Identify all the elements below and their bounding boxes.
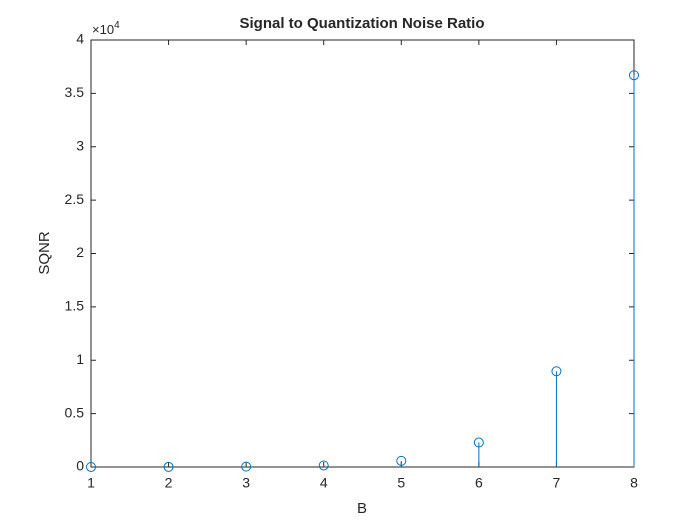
y-tick-label: 2.5 bbox=[65, 191, 85, 207]
stem-marker bbox=[396, 455, 407, 466]
x-tick-label: 7 bbox=[553, 475, 561, 491]
stem-marker bbox=[86, 461, 96, 472]
y-tick-label: 0.5 bbox=[65, 404, 85, 420]
y-tick-label: 1.5 bbox=[65, 298, 85, 314]
x-tick-label: 1 bbox=[87, 475, 95, 491]
stem-marker bbox=[163, 461, 174, 472]
x-tick-label: 8 bbox=[630, 475, 638, 491]
chart-title: Signal to Quantization Noise Ratio bbox=[239, 15, 484, 32]
x-tick-label: 5 bbox=[397, 475, 405, 491]
x-tick-label: 4 bbox=[320, 475, 328, 491]
y-tick-label: 2 bbox=[76, 244, 84, 260]
y-tick-label: 3 bbox=[76, 137, 84, 153]
y-tick-label: 0 bbox=[76, 458, 84, 474]
y-exponent: ×104 bbox=[92, 20, 120, 38]
stem-marker bbox=[473, 437, 484, 448]
exponent-base: ×10 bbox=[92, 22, 114, 37]
y-tick-label: 3.5 bbox=[65, 84, 85, 100]
x-tick-label: 6 bbox=[475, 475, 483, 491]
stem-marker bbox=[629, 70, 639, 81]
x-axis-label: B bbox=[357, 500, 367, 517]
x-tick-label: 3 bbox=[242, 475, 250, 491]
stem-marker bbox=[241, 461, 252, 472]
exponent-power: 4 bbox=[114, 20, 120, 31]
stem-marker bbox=[318, 460, 329, 471]
y-tick-label: 1 bbox=[76, 351, 84, 367]
stem-marker bbox=[551, 366, 562, 377]
y-tick-label: 4 bbox=[76, 31, 84, 47]
y-axis-label: SQNR bbox=[36, 231, 53, 275]
x-tick-label: 2 bbox=[165, 475, 173, 491]
